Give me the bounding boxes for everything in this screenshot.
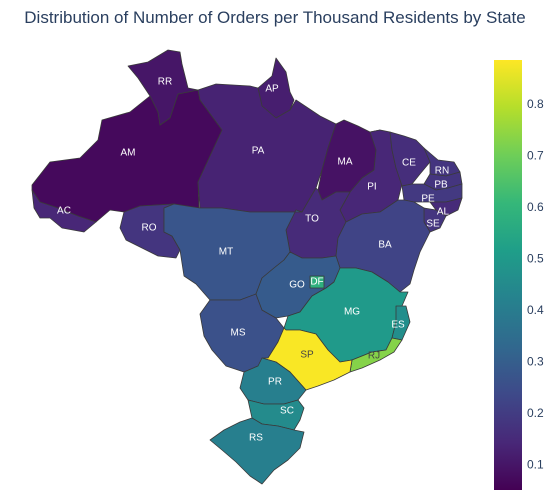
colorbar-tick-label: 0.1 [527, 457, 544, 471]
state-sp[interactable] [261, 327, 353, 391]
colorbar-tick-label: 0.7 [527, 148, 544, 162]
state-ac[interactable] [31, 189, 97, 233]
colorbar-gradient [494, 60, 522, 490]
state-pr[interactable] [239, 357, 307, 405]
state-label-rr: RR [158, 77, 172, 88]
colorbar-tick-label: 0.4 [527, 303, 544, 317]
state-label-mg: MG [344, 307, 360, 318]
state-label-rn: RN [435, 166, 449, 177]
colorbar-tick-label: 0.2 [527, 406, 544, 420]
state-label-rs: RS [249, 433, 263, 444]
colorbar-ticks: 0.1 0.2 0.3 0.4 0.5 0.6 0.7 0.8 [527, 97, 544, 471]
state-label-df: DF [310, 277, 323, 288]
colorbar-tick-label: 0.5 [527, 251, 544, 265]
state-label-ac: AC [57, 206, 71, 217]
colorbar-tick-label: 0.6 [527, 200, 544, 214]
state-label-rj: RJ [368, 351, 380, 362]
state-label-es: ES [391, 320, 405, 331]
state-rs[interactable] [209, 417, 305, 485]
state-label-ro: RO [142, 223, 157, 234]
state-label-ap: AP [265, 84, 279, 95]
state-label-ms: MS [231, 328, 246, 339]
state-label-ma: MA [338, 157, 353, 168]
state-label-pb: PB [434, 180, 448, 191]
colorbar: 0.1 0.2 0.3 0.4 0.5 0.6 0.7 0.8 [494, 60, 544, 490]
state-label-pe: PE [421, 194, 435, 205]
state-label-pa: PA [252, 146, 265, 157]
state-label-go: GO [289, 280, 305, 291]
colorbar-tick-label: 0.8 [527, 97, 544, 111]
state-label-ce: CE [402, 158, 416, 169]
state-label-pi: PI [367, 182, 376, 193]
state-label-al: AL [437, 207, 450, 218]
colorbar-tick-label: 0.3 [527, 354, 544, 368]
state-rr[interactable] [127, 49, 199, 126]
state-label-mt: MT [219, 247, 233, 258]
state-df[interactable] [309, 275, 325, 289]
state-label-to: TO [305, 214, 319, 225]
state-label-am: AM [121, 148, 136, 159]
state-label-ba: BA [378, 240, 392, 251]
state-label-pr: PR [268, 377, 282, 388]
state-rj[interactable] [349, 337, 403, 373]
chart-title: Distribution of Number of Orders per Tho… [24, 8, 526, 27]
state-label-sc: SC [280, 406, 294, 417]
state-label-sp: SP [300, 350, 314, 361]
state-ce[interactable] [389, 131, 431, 187]
states-layer [31, 49, 463, 485]
state-label-se: SE [426, 219, 440, 230]
